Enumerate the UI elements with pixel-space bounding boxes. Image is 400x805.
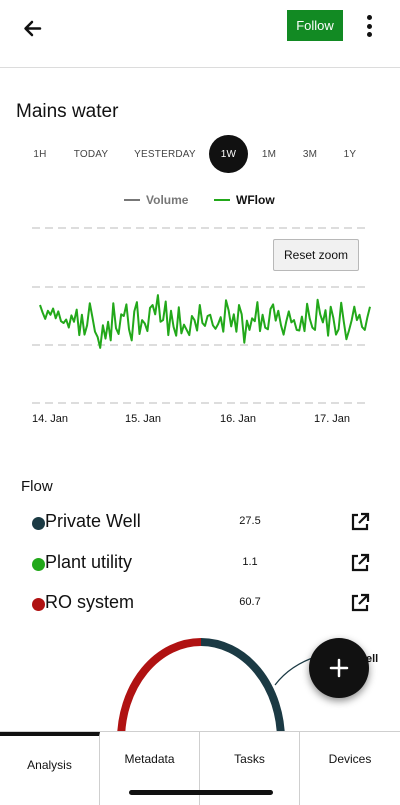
- flow-item-value: 60.7: [239, 596, 261, 608]
- range-yesterday[interactable]: YESTERDAY: [134, 148, 196, 160]
- open-external-icon: [351, 553, 370, 572]
- tab-label: Metadata: [124, 752, 175, 766]
- wflow-series-line: [39, 294, 371, 349]
- more-options-button[interactable]: [360, 12, 378, 40]
- range-1h[interactable]: 1H: [33, 148, 47, 160]
- tab-label: Tasks: [234, 752, 265, 766]
- gauge-segment-private-well: [200, 638, 285, 740]
- legend-item-volume[interactable]: Volume: [124, 193, 188, 207]
- flow-item-name: Plant utility: [45, 552, 133, 572]
- flow-item-value: 27.5: [239, 515, 261, 527]
- flow-item-ro-system: RO system 60.7: [0, 589, 400, 619]
- range-1m[interactable]: 1M: [261, 148, 277, 160]
- legend-label-volume: Volume: [146, 193, 189, 207]
- x-tick-label: 15. Jan: [124, 413, 162, 425]
- range-1w[interactable]: 1W: [209, 135, 248, 173]
- flow-item-plant-utility: Plant utility 1.1: [0, 549, 400, 579]
- tab-label: Devices: [328, 752, 372, 766]
- chart-legend: Volume WFlow: [0, 193, 400, 213]
- status-dot: [32, 517, 45, 530]
- x-tick-label: 16. Jan: [219, 413, 257, 425]
- x-tick-label: 14. Jan: [31, 413, 69, 425]
- range-1y[interactable]: 1Y: [343, 148, 357, 160]
- legend-label-wflow: WFlow: [236, 193, 275, 207]
- gauge-segment-ro-system: [117, 638, 202, 740]
- open-external-icon: [351, 593, 370, 612]
- flow-item-name: RO system: [45, 592, 135, 612]
- tab-label: Analysis: [27, 758, 72, 772]
- open-external-button[interactable]: [348, 551, 372, 575]
- open-external-icon: [351, 512, 370, 531]
- range-3m[interactable]: 3M: [302, 148, 318, 160]
- flow-item-name: Private Well: [45, 511, 141, 531]
- tab-metadata[interactable]: Metadata: [100, 732, 200, 805]
- range-today[interactable]: TODAY: [73, 148, 109, 160]
- reset-zoom-button[interactable]: Reset zoom: [273, 239, 359, 271]
- flow-section-title: Flow: [21, 478, 53, 495]
- follow-button[interactable]: Follow: [287, 10, 343, 41]
- add-button[interactable]: [309, 638, 369, 698]
- status-dot: [32, 598, 45, 611]
- status-dot: [32, 558, 45, 571]
- x-tick-label: 17. Jan: [313, 413, 351, 425]
- page-title: Mains water: [16, 101, 119, 122]
- open-external-button[interactable]: [348, 510, 372, 534]
- top-bar: Follow: [0, 0, 400, 68]
- home-indicator: [129, 790, 273, 795]
- flow-item-value: 1.1: [242, 556, 258, 568]
- tab-tasks[interactable]: Tasks: [200, 732, 300, 805]
- plus-icon: [329, 658, 349, 678]
- wflow-chart[interactable]: [0, 215, 400, 415]
- open-external-button[interactable]: [348, 591, 372, 615]
- more-vertical-icon: [366, 15, 372, 20]
- legend-item-wflow[interactable]: WFlow: [214, 193, 275, 207]
- time-range-selector: 1H TODAY YESTERDAY 1W 1M 3M 1Y: [18, 135, 388, 173]
- tab-devices[interactable]: Devices: [300, 732, 400, 805]
- flow-item-private-well: Private Well 27.5: [0, 508, 400, 538]
- legend-swatch-volume: [124, 199, 140, 201]
- gauge-callout-label: ell: [366, 653, 379, 665]
- back-button[interactable]: [18, 14, 48, 44]
- legend-swatch-wflow: [214, 199, 230, 201]
- tab-analysis[interactable]: Analysis: [0, 732, 100, 805]
- arrow-left-icon: [24, 20, 42, 37]
